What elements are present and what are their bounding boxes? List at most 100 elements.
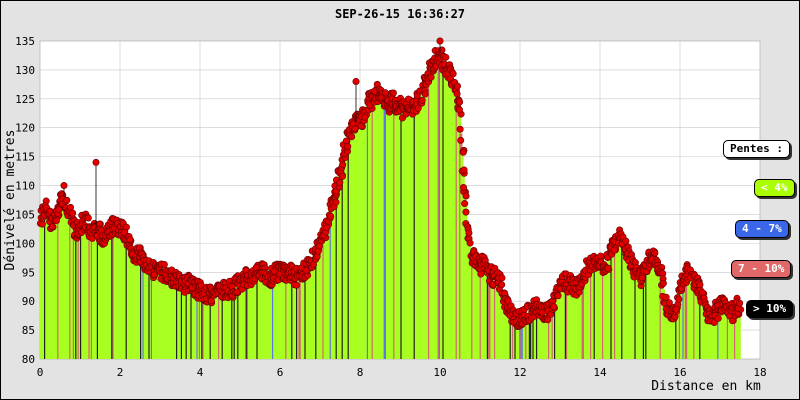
elevation-point bbox=[313, 253, 321, 261]
y-tick-label: 90 bbox=[22, 295, 35, 308]
y-axis-label: Dénivelé en metres bbox=[3, 130, 18, 271]
y-tick-label: 135 bbox=[15, 35, 35, 48]
elevation-point bbox=[675, 295, 683, 303]
x-tick-label: 4 bbox=[197, 366, 204, 379]
elevation-point bbox=[604, 264, 612, 272]
elevation-point bbox=[459, 148, 467, 156]
x-ticks: 0 2 4 6 8 10 12 14 16 18 bbox=[37, 366, 767, 379]
x-tick-label: 0 bbox=[37, 366, 44, 379]
elevation-point bbox=[361, 113, 369, 121]
elevation-point bbox=[348, 133, 356, 141]
elevation-point bbox=[544, 316, 552, 324]
legend-item-7-10: 7 - 10% bbox=[731, 260, 792, 278]
elevation-point bbox=[453, 82, 461, 90]
elevation-point bbox=[389, 89, 397, 97]
elevation-point bbox=[126, 235, 134, 243]
spike-point bbox=[92, 158, 100, 166]
x-tick-label: 12 bbox=[513, 366, 526, 379]
elevation-point bbox=[651, 249, 659, 257]
y-tick-label: 110 bbox=[15, 180, 35, 193]
elevation-point bbox=[63, 196, 71, 204]
elevation-point bbox=[357, 122, 365, 130]
elevation-point bbox=[327, 212, 335, 220]
elevation-point bbox=[622, 237, 630, 245]
elevation-point bbox=[292, 281, 300, 289]
elevation-point bbox=[453, 90, 461, 98]
elevation-point bbox=[696, 281, 704, 289]
elevation-point bbox=[336, 179, 344, 187]
elevation-point bbox=[550, 303, 558, 311]
y-ticks: 80 85 90 95 100 105 110 115 120 125 130 135 bbox=[15, 35, 35, 366]
elevation-point bbox=[597, 252, 605, 260]
legend-item-gt10: > 10% bbox=[746, 300, 794, 318]
spike-point bbox=[352, 77, 360, 85]
y-tick-label: 130 bbox=[15, 64, 35, 77]
x-tick-label: 10 bbox=[433, 366, 446, 379]
elevation-point bbox=[460, 184, 468, 192]
x-tick-label: 14 bbox=[593, 366, 607, 379]
elevation-point bbox=[736, 299, 744, 307]
elevation-point bbox=[427, 73, 435, 81]
elevation-point bbox=[339, 161, 347, 169]
elevation-point bbox=[449, 70, 457, 78]
legend-title: Pentes : bbox=[723, 140, 790, 158]
elevation-point bbox=[460, 166, 468, 174]
bars bbox=[39, 53, 741, 360]
elevation-point bbox=[69, 209, 77, 217]
elevation-point bbox=[48, 223, 56, 231]
elevation-point bbox=[160, 260, 168, 268]
chart-title: SEP-26-15 16:36:27 bbox=[335, 7, 465, 21]
elevation-point bbox=[457, 136, 465, 144]
y-tick-label: 115 bbox=[15, 151, 35, 164]
elevation-point bbox=[455, 106, 463, 114]
legend-item-lt4: < 4% bbox=[754, 179, 795, 197]
y-tick-label: 100 bbox=[15, 237, 35, 250]
elevation-point bbox=[414, 104, 422, 112]
elevation-point bbox=[462, 208, 470, 216]
elevation-point bbox=[381, 89, 389, 97]
elevation-point bbox=[456, 98, 464, 106]
elevation-point bbox=[461, 200, 469, 208]
x-tick-label: 8 bbox=[357, 366, 364, 379]
x-tick-label: 16 bbox=[673, 366, 686, 379]
elevation-point bbox=[418, 96, 426, 104]
elevation-point bbox=[323, 224, 331, 232]
elevation-point bbox=[84, 214, 92, 222]
x-tick-label: 2 bbox=[117, 366, 124, 379]
x-tick-label: 6 bbox=[277, 366, 284, 379]
elevation-point bbox=[659, 279, 667, 287]
x-axis-label: Distance en km bbox=[651, 379, 761, 394]
elevation-point bbox=[498, 281, 506, 289]
elevation-point bbox=[462, 192, 470, 200]
y-tick-label: 105 bbox=[15, 208, 35, 221]
y-tick-label: 95 bbox=[22, 266, 35, 279]
spike-point bbox=[60, 182, 68, 190]
elevation-point bbox=[498, 274, 506, 282]
legend-item-4-7: 4 - 7% bbox=[735, 220, 789, 238]
elevation-point bbox=[465, 229, 473, 237]
elevation-point bbox=[665, 299, 673, 307]
y-tick-label: 120 bbox=[15, 122, 35, 135]
elevation-point bbox=[466, 239, 474, 247]
elevation-point bbox=[456, 125, 464, 133]
y-tick-label: 125 bbox=[15, 93, 35, 106]
elevation-point bbox=[344, 143, 352, 151]
elevation-point bbox=[351, 125, 359, 133]
elevation-point bbox=[477, 270, 485, 278]
elevation-point bbox=[554, 292, 562, 300]
y-tick-label: 80 bbox=[22, 353, 35, 366]
elevation-point bbox=[638, 274, 646, 282]
spike-point bbox=[436, 37, 444, 45]
elevation-point bbox=[338, 172, 346, 180]
markers bbox=[36, 37, 745, 331]
elevation-point bbox=[421, 90, 429, 98]
elevation-point bbox=[714, 314, 722, 322]
elevation-bar bbox=[737, 306, 741, 359]
elevation-point bbox=[611, 246, 619, 254]
elevation-point bbox=[121, 228, 129, 236]
x-tick-label: 18 bbox=[753, 366, 766, 379]
y-tick-label: 85 bbox=[22, 324, 35, 337]
elevation-point bbox=[672, 305, 680, 313]
elevation-point bbox=[442, 53, 450, 61]
